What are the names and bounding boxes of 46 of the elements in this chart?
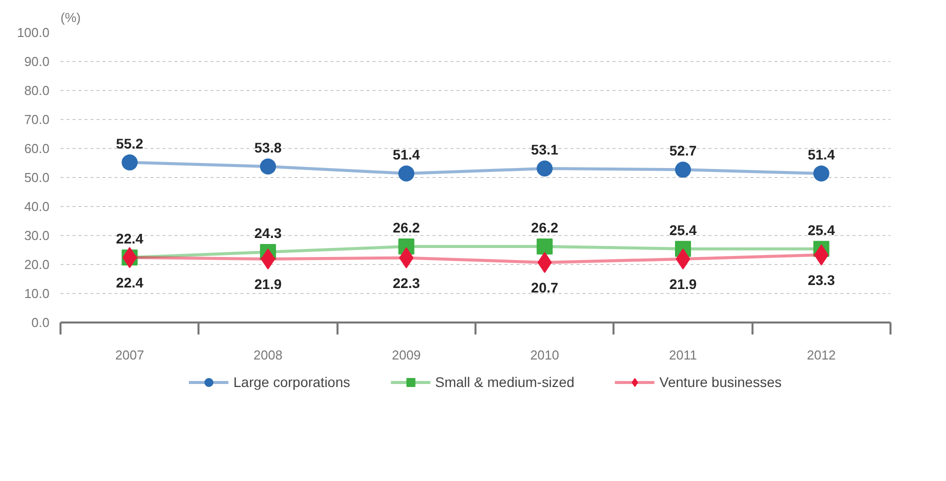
point bbox=[122, 154, 138, 170]
data-label: 25.4 bbox=[808, 222, 836, 238]
y-tick-label: 90.0 bbox=[24, 54, 50, 69]
data-label: 22.3 bbox=[392, 274, 420, 291]
data-label: 21.9 bbox=[669, 276, 697, 292]
legend-label: Small & medium-sized bbox=[435, 374, 574, 390]
x-tick-label: 2009 bbox=[392, 348, 421, 362]
y-tick-label: 60.0 bbox=[24, 141, 50, 156]
data-label: 26.2 bbox=[531, 220, 559, 236]
legend-label: Large corporations bbox=[233, 374, 350, 390]
data-label: 53.1 bbox=[531, 142, 559, 158]
y-tick-label: 70.0 bbox=[24, 112, 50, 127]
point bbox=[536, 160, 553, 176]
y-tick-label: 10.0 bbox=[24, 286, 50, 301]
data-label: 55.2 bbox=[116, 135, 144, 152]
x-tick-label: 2011 bbox=[669, 348, 697, 362]
data-label: 51.4 bbox=[392, 146, 420, 162]
legend-label: Venture businesses bbox=[659, 374, 782, 390]
y-tick-label: 20.0 bbox=[24, 257, 50, 272]
data-label: 24.3 bbox=[254, 225, 282, 242]
data-label: 53.8 bbox=[254, 139, 282, 156]
data-label: 22.4 bbox=[116, 274, 144, 291]
point bbox=[398, 165, 414, 182]
y-tick-label: 100.0 bbox=[16, 25, 50, 40]
y-tick-label: 50.0 bbox=[24, 170, 50, 185]
data-label: 21.9 bbox=[254, 276, 282, 292]
y-axis-title: (%) bbox=[60, 10, 81, 25]
x-tick-label: 2012 bbox=[806, 348, 836, 362]
y-tick-label: 80.0 bbox=[24, 83, 50, 98]
data-label: 25.4 bbox=[669, 222, 697, 238]
data-label: 26.2 bbox=[392, 220, 420, 236]
point bbox=[675, 162, 691, 178]
x-tick-label: 2008 bbox=[254, 348, 282, 362]
point bbox=[536, 238, 553, 255]
point bbox=[260, 158, 276, 174]
y-tick-label: 30.0 bbox=[24, 228, 50, 243]
data-label: 52.7 bbox=[669, 142, 697, 159]
x-tick-label: 2010 bbox=[530, 348, 560, 362]
y-tick-label: 0.0 bbox=[31, 315, 50, 330]
x-tick-label: 2007 bbox=[115, 348, 144, 362]
point bbox=[813, 165, 830, 182]
data-label: 23.3 bbox=[808, 272, 836, 288]
data-label: 20.7 bbox=[531, 279, 559, 296]
data-label: 51.4 bbox=[808, 146, 836, 162]
y-tick-label: 40.0 bbox=[24, 199, 50, 214]
data-label: 22.4 bbox=[116, 230, 144, 247]
